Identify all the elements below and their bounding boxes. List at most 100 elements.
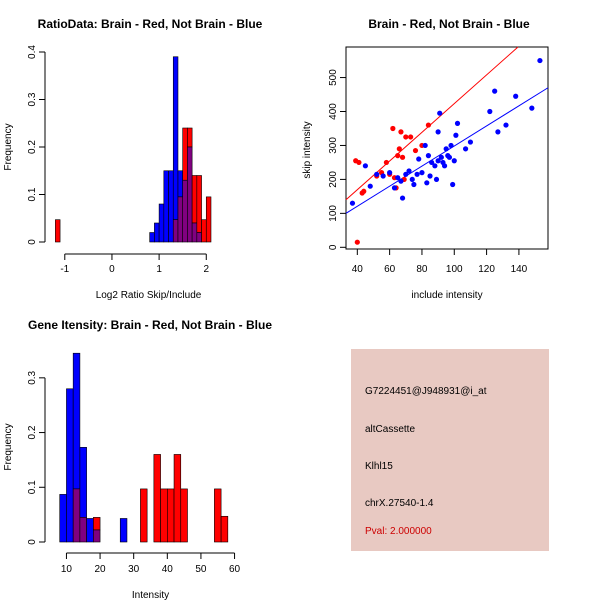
x-tick-label: 140: [511, 264, 528, 275]
x-tick-label: 1: [156, 264, 162, 275]
not-brain-bar: [149, 232, 155, 243]
x-tick-label: 60: [229, 564, 241, 575]
not-brain-point: [411, 181, 417, 188]
not-brain-point: [453, 132, 459, 138]
not-brain-point: [487, 108, 493, 115]
y-tick-label: 300: [328, 137, 339, 154]
overlap-bar: [182, 179, 188, 243]
not-brain-point: [395, 175, 401, 181]
brain-point: [390, 125, 396, 132]
not-brain-point: [537, 57, 543, 64]
y-tick-label: 0: [328, 244, 339, 250]
x-tick-label: 30: [128, 564, 140, 575]
not-brain-point: [467, 139, 474, 145]
gene-name-text: Klhl15: [365, 461, 393, 472]
not-brain-bar: [79, 447, 87, 518]
not-brain-point: [454, 120, 461, 126]
brain-bar: [160, 488, 168, 543]
x-axis-label: Intensity: [132, 590, 169, 600]
not-brain-point: [416, 156, 422, 162]
intensity-scatter-plot: Brain - Red, Not Brain - Blue 40 60 80 100 12…: [302, 17, 549, 301]
not-brain-point: [387, 170, 393, 176]
not-brain-point: [450, 181, 456, 188]
chart-title: RatioData: Brain - Red, Not Brain - Blue: [38, 17, 263, 31]
y-tick-label: 0.2: [27, 425, 38, 439]
brain-point: [395, 153, 401, 159]
not-brain-point: [446, 154, 453, 160]
x-tick-label: 20: [95, 564, 107, 575]
y-tick-label: 500: [328, 69, 339, 86]
brain-bar: [196, 175, 202, 233]
chart-title: Brain - Red, Not Brain - Blue: [368, 17, 530, 31]
not-brain-bar: [66, 388, 74, 543]
not-brain-point: [367, 183, 373, 189]
brain-bar: [180, 488, 188, 543]
not-brain-point: [437, 110, 443, 116]
brain-bar: [214, 488, 222, 543]
not-brain-point: [435, 158, 441, 164]
x-tick-label: 40: [162, 564, 174, 575]
x-tick-label: 50: [195, 564, 207, 575]
y-axis-label: Frequency: [3, 123, 14, 170]
brain-point: [354, 239, 360, 245]
x-tick-label: 100: [446, 264, 463, 275]
y-tick-label: 400: [328, 103, 339, 120]
y-tick-label: 100: [328, 205, 339, 222]
not-brain-point: [398, 178, 404, 184]
x-tick-label: -1: [60, 264, 69, 275]
not-brain-point: [391, 185, 398, 191]
y-tick-label: 0.4: [27, 45, 38, 59]
not-brain-point: [443, 146, 449, 152]
overlap-bar: [187, 146, 193, 243]
brain-bar: [167, 488, 175, 543]
not-brain-point: [425, 153, 432, 159]
x-tick-label: 120: [478, 264, 495, 275]
brain-bar: [55, 219, 61, 243]
not-brain-point: [406, 168, 412, 174]
brain-bar: [205, 196, 212, 243]
plot-frame: [345, 46, 549, 250]
y-tick-label: 0.3: [27, 370, 38, 384]
gene-intensity-histogram: Gene Itensity: Brain - Red, Not Brain - …: [3, 318, 272, 601]
not-brain-bar: [177, 170, 183, 198]
not-brain-point: [432, 163, 438, 169]
brain-point: [412, 147, 419, 154]
not-brain-point: [403, 171, 409, 177]
x-tick-label: 2: [203, 264, 209, 275]
not-brain-point: [429, 159, 435, 166]
not-brain-bar: [72, 352, 81, 490]
not-brain-point: [433, 176, 440, 183]
ratio-histogram: RatioData: Brain - Red, Not Brain - Blue…: [3, 17, 263, 301]
not-brain-point: [462, 146, 469, 152]
not-brain-point: [448, 142, 454, 149]
not-brain-point: [409, 176, 415, 183]
brain-point: [408, 134, 414, 140]
brain-bar: [140, 488, 148, 543]
brain-bar: [173, 454, 182, 543]
not-brain-bar: [119, 518, 128, 543]
not-brain-bar: [86, 518, 94, 543]
overlap-bar: [79, 517, 87, 543]
overlap-bar: [196, 232, 202, 243]
not-brain-bar: [158, 203, 165, 243]
not-brain-point: [374, 171, 380, 177]
y-axis-label: skip intensity: [302, 121, 313, 178]
brain-point: [396, 146, 402, 152]
pval-text: Pval: 2.000000: [365, 526, 432, 537]
not-brain-point: [451, 158, 457, 164]
x-axis-label: include intensity: [411, 290, 482, 301]
not-brain-point: [529, 105, 535, 111]
not-brain-point: [399, 195, 406, 201]
brain-bar: [182, 127, 188, 181]
x-tick-label: 0: [109, 264, 115, 275]
event-info-panel: G7224451@J948931@i_at altCassette Klhl15…: [351, 349, 549, 551]
overlap-bar: [93, 529, 101, 543]
not-brain-bar: [154, 222, 160, 243]
brain-point: [356, 159, 362, 166]
brain-point: [425, 122, 432, 128]
event-type-text: altCassette: [365, 424, 416, 435]
y-tick-label: 0.3: [27, 92, 38, 106]
x-tick-label: 40: [352, 264, 364, 275]
overlap-bar: [177, 196, 183, 243]
